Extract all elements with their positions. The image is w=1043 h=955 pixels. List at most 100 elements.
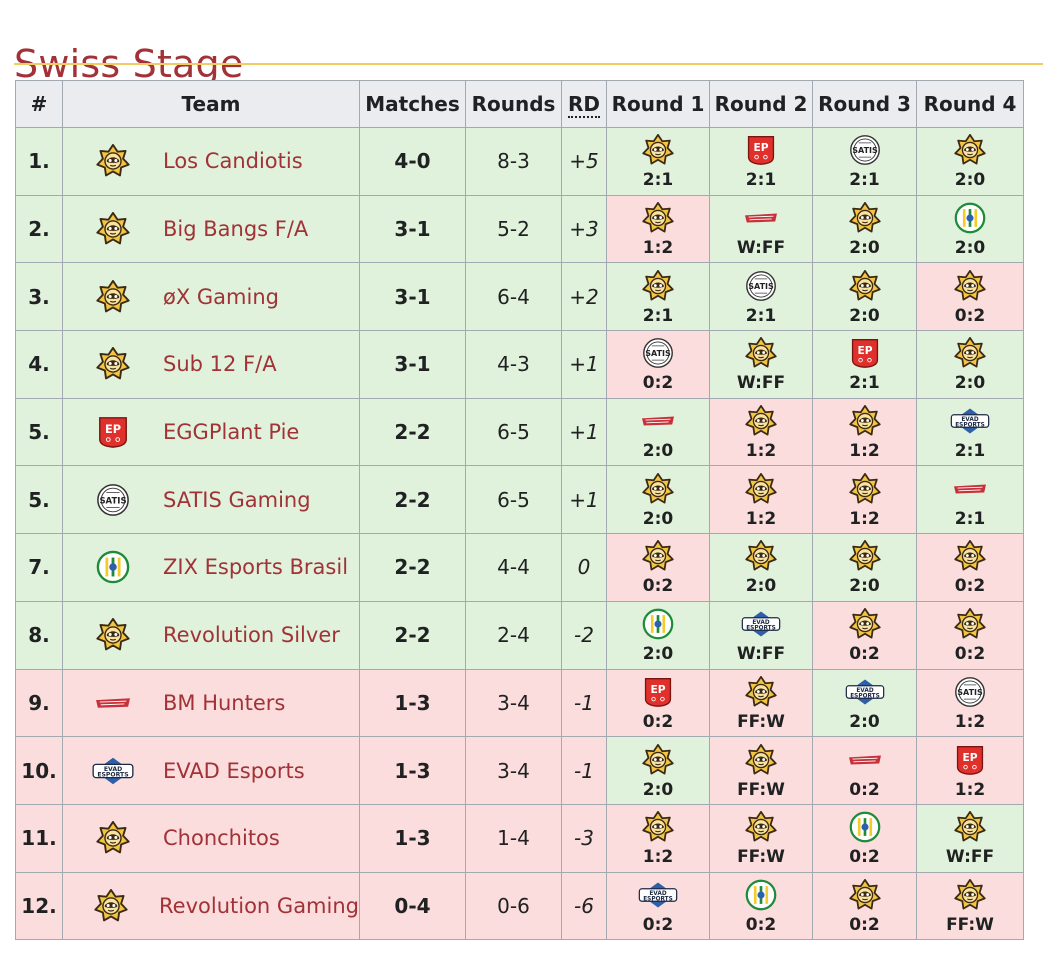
- star-icon[interactable]: [954, 809, 986, 845]
- zix-icon[interactable]: [642, 606, 674, 642]
- star-icon[interactable]: [848, 538, 881, 574]
- star-icon[interactable]: [63, 279, 163, 314]
- bm-hunters-icon[interactable]: [638, 403, 678, 439]
- evad-icon[interactable]: EVAD ESPORTS: [947, 403, 993, 439]
- star-icon[interactable]: [954, 268, 986, 304]
- rounds-record: 3-4: [465, 668, 562, 738]
- star-icon[interactable]: [745, 742, 777, 778]
- star-icon[interactable]: [642, 268, 674, 304]
- team-name-link[interactable]: Chonchitos: [163, 826, 280, 851]
- team-name-link[interactable]: Los Candiotis: [163, 149, 303, 174]
- star-icon[interactable]: [642, 538, 674, 574]
- satis-icon[interactable]: SATIS: [63, 483, 163, 517]
- row-position: 12.: [15, 871, 63, 941]
- egg-shield-icon[interactable]: EP: [745, 132, 777, 168]
- egg-shield-icon[interactable]: EP: [954, 742, 986, 778]
- star-icon[interactable]: [848, 403, 881, 439]
- round-score: 0:2: [642, 711, 674, 732]
- star-icon[interactable]: [848, 471, 881, 507]
- star-icon[interactable]: [63, 888, 159, 923]
- satis-icon[interactable]: SATIS: [745, 268, 777, 304]
- evad-icon[interactable]: EVAD ESPORTS: [635, 877, 681, 913]
- row-position: 3.: [15, 262, 63, 332]
- evad-icon[interactable]: EVAD ESPORTS: [842, 674, 888, 710]
- star-icon[interactable]: [63, 144, 163, 178]
- star-icon[interactable]: [63, 347, 163, 381]
- zix-icon[interactable]: [745, 877, 777, 913]
- star-icon[interactable]: [954, 538, 986, 574]
- header-rd[interactable]: RD: [561, 80, 607, 128]
- star-icon[interactable]: [848, 877, 881, 913]
- star-icon[interactable]: [63, 821, 163, 855]
- team-name-link[interactable]: ZIX Esports Brasil: [163, 555, 349, 580]
- satis-icon[interactable]: SATIS: [954, 674, 986, 710]
- star-icon[interactable]: [745, 335, 777, 371]
- team-name-link[interactable]: øX Gaming: [163, 284, 279, 309]
- round-score: 0:2: [642, 914, 674, 935]
- round-1-result: 2:1: [606, 262, 710, 332]
- bm-hunters-icon[interactable]: [845, 742, 885, 778]
- round-3-result: 0:2: [812, 600, 917, 670]
- star-icon[interactable]: [745, 809, 777, 845]
- round-score: 0:2: [954, 305, 986, 326]
- egg-shield-icon[interactable]: EP: [63, 415, 163, 449]
- egg-shield-icon[interactable]: EP: [642, 674, 674, 710]
- team-name-link[interactable]: EVAD Esports: [163, 758, 305, 783]
- team-name-link[interactable]: Sub 12 F/A: [163, 352, 277, 377]
- svg-text:SATIS: SATIS: [99, 496, 126, 506]
- star-icon[interactable]: [848, 606, 881, 642]
- round-score: W:FF: [736, 373, 786, 394]
- zix-icon[interactable]: [849, 809, 881, 845]
- row-position: 9.: [15, 668, 63, 738]
- star-icon[interactable]: [745, 674, 777, 710]
- team-cell: SATIS SATIS Gaming: [62, 465, 360, 535]
- round-score: 2:1: [849, 373, 880, 394]
- star-icon[interactable]: [954, 877, 986, 913]
- round-1-result: 1:2: [606, 194, 710, 264]
- satis-icon[interactable]: SATIS: [642, 335, 674, 371]
- star-icon[interactable]: [642, 471, 674, 507]
- team-name-link[interactable]: Revolution Silver: [163, 623, 340, 648]
- team-name-link[interactable]: Big Bangs F/A: [163, 217, 309, 242]
- evad-icon[interactable]: EVAD ESPORTS: [738, 606, 784, 642]
- star-icon[interactable]: [954, 606, 986, 642]
- bm-hunters-icon[interactable]: [741, 200, 781, 236]
- header-rd-abbr[interactable]: RD: [567, 92, 600, 118]
- star-icon[interactable]: [745, 538, 777, 574]
- evad-icon[interactable]: EVAD ESPORTS: [63, 754, 163, 788]
- bm-hunters-icon[interactable]: [63, 686, 163, 720]
- satis-icon[interactable]: SATIS: [849, 132, 881, 168]
- round-score: 1:2: [954, 779, 986, 800]
- rounds-record: 2-4: [465, 600, 562, 670]
- star-icon[interactable]: [642, 200, 674, 236]
- table-row: 5. SATIS SATIS Gaming 2-2 6-5 +1 2:0: [15, 465, 1024, 535]
- table-row: 5. EP EGGPlant Pie 2-2 6-5 +1 2:0 1:2: [15, 397, 1024, 467]
- rounds-record: 0-6: [465, 871, 562, 941]
- star-icon[interactable]: [642, 132, 674, 168]
- star-icon[interactable]: [63, 618, 163, 652]
- star-icon[interactable]: [954, 335, 986, 371]
- header-round-4: Round 4: [916, 80, 1024, 128]
- team-name-link[interactable]: Revolution Gaming: [159, 893, 359, 918]
- matches-record: 0-4: [359, 871, 466, 941]
- star-icon[interactable]: [642, 742, 674, 778]
- star-icon[interactable]: [745, 403, 777, 439]
- zix-icon[interactable]: [63, 550, 163, 584]
- round-2-result: FF:W: [709, 668, 813, 738]
- round-score: 2:1: [642, 170, 674, 191]
- team-name-link[interactable]: SATIS Gaming: [163, 487, 311, 512]
- table-row: 12. Revolution Gaming 0-4 0-6 -6 EVAD ESPO…: [15, 871, 1024, 941]
- round-4-result: 0:2: [916, 533, 1024, 602]
- zix-icon[interactable]: [954, 200, 986, 236]
- egg-shield-icon[interactable]: EP: [849, 335, 881, 371]
- team-name-link[interactable]: BM Hunters: [163, 690, 286, 715]
- star-icon[interactable]: [745, 471, 777, 507]
- bm-hunters-icon[interactable]: [950, 471, 990, 507]
- round-score: 1:2: [849, 441, 880, 462]
- star-icon[interactable]: [63, 212, 163, 246]
- star-icon[interactable]: [848, 268, 881, 304]
- team-name-link[interactable]: EGGPlant Pie: [163, 420, 300, 445]
- star-icon[interactable]: [642, 809, 674, 845]
- star-icon[interactable]: [848, 200, 881, 236]
- star-icon[interactable]: [954, 132, 986, 168]
